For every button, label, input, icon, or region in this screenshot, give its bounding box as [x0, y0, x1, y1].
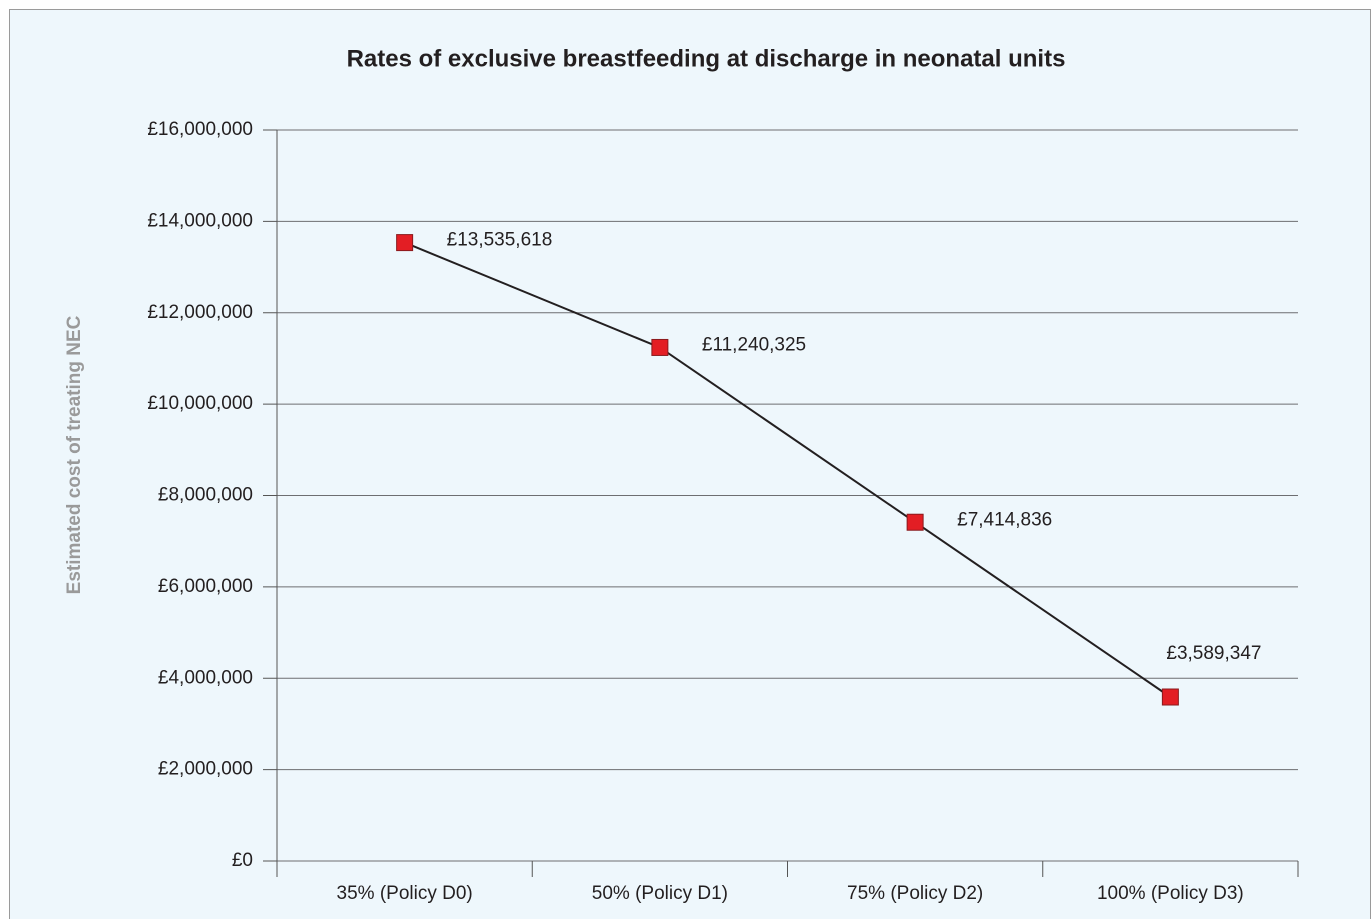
data-label: £11,240,325: [702, 334, 806, 355]
y-tick-label: £6,000,000: [158, 576, 253, 597]
y-tick-label: £12,000,000: [147, 302, 253, 323]
y-tick-label: £14,000,000: [147, 210, 253, 231]
data-label: £7,414,836: [957, 509, 1052, 530]
y-tick-label: £4,000,000: [158, 667, 253, 688]
x-tick-label: 35% (Policy D0): [337, 883, 473, 904]
y-tick-label: £2,000,000: [158, 759, 253, 780]
y-axis-label: Estimated cost of treating NEC: [64, 315, 85, 594]
series-line: [404, 241, 1171, 698]
x-tick-label: 100% (Policy D3): [1097, 883, 1244, 904]
y-tick-label: £8,000,000: [158, 485, 253, 506]
y-tick-label: £16,000,000: [147, 119, 253, 140]
x-tick-label: 50% (Policy D1): [592, 883, 728, 904]
data-label: £13,535,618: [447, 230, 553, 251]
data-point: [651, 338, 669, 356]
chart-title: Rates of exclusive breastfeeding at disc…: [347, 45, 1066, 72]
y-tick-label: £0: [232, 850, 253, 871]
x-tick-label: 75% (Policy D2): [847, 883, 983, 904]
data-point: [1161, 688, 1179, 706]
chart-background: [9, 9, 1371, 919]
y-tick-label: £10,000,000: [147, 393, 253, 414]
data-label: £3,589,347: [1166, 643, 1261, 664]
data-point: [396, 234, 414, 252]
data-point: [906, 513, 924, 531]
